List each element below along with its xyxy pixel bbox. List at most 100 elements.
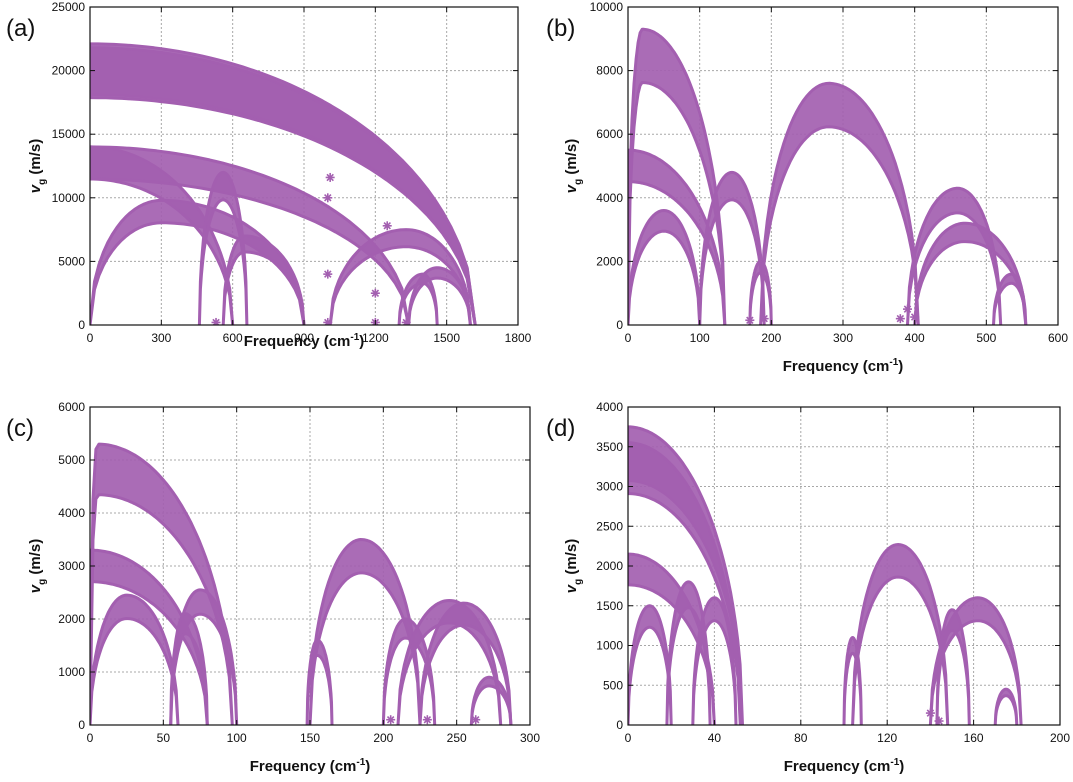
ticks-b: 0 100 200 300 400 500 600020004000600080001000… [590,0,1069,345]
dispersion-band [169,612,209,725]
y-tick-label: 2500 [596,519,623,533]
dispersion-band [396,599,503,725]
dispersion-band [906,186,1003,325]
panel-label-b: (b) [546,15,575,42]
y-tick-label: 3000 [58,559,85,573]
x-tick-label: 200 [1050,731,1070,745]
x-axis-label-a: Frequency (cm-1) [244,332,365,350]
x-tick-label: 150 [300,731,320,745]
y-tick-label: 15000 [52,127,86,141]
panel-label-a: (a) [6,15,35,42]
y-tick-label: 10000 [52,191,86,205]
dispersion-band [698,170,766,325]
x-tick-label: 600 [223,331,243,345]
data-point [323,269,333,279]
dispersion-band [851,543,950,725]
y-tick-label: 4000 [596,400,623,414]
panel-label-d: (d) [546,415,575,442]
dispersion-band [397,272,439,325]
x-tick-label: 300 [151,331,171,345]
data-point [745,315,755,325]
x-tick-label: 250 [447,731,467,745]
markers-d [925,708,944,725]
dispersion-band [992,272,1028,325]
data-point [323,317,333,325]
dispersion-band [691,596,738,725]
dispersion-band [628,209,702,325]
x-tick-label: 400 [905,331,925,345]
dispersion-band [628,441,742,725]
panel-d: 0 40 80 120 160 20005001000150020002500300035… [546,400,1070,775]
markers-b [745,304,920,325]
y-tick-label: 0 [78,318,85,332]
ticks-c: 0 50 100 150 200 250 3000100020003000400050006… [58,400,540,745]
dispersion-band [90,442,234,725]
y-tick-label: 500 [603,678,623,692]
dispersion-band [748,259,773,325]
x-tick-label: 100 [690,331,710,345]
x-tick-label: 100 [227,731,247,745]
bands-b [628,27,1028,325]
x-tick-label: 80 [794,731,808,745]
data-point [422,715,432,725]
data-point [925,708,935,718]
y-tick-label: 0 [78,718,85,732]
y-tick-label: 2000 [596,559,623,573]
y-tick-label: 5000 [58,453,85,467]
y-axis-label-b: vg (m/s) [563,139,584,193]
data-point [386,715,396,725]
y-tick-label: 8000 [596,64,623,78]
ticks-a: 0 300 600 900 1200 1500 1800 0 5000 10000 15000 200… [52,0,532,345]
data-point [370,288,380,298]
data-point [895,314,905,324]
x-tick-label: 500 [976,331,996,345]
y-tick-label: 25000 [52,0,86,14]
dispersion-band [90,593,180,725]
data-point [471,715,481,725]
dispersion-band [469,675,513,725]
dispersion-band [381,617,437,725]
dispersion-band [913,221,1028,325]
dispersion-band [935,608,971,725]
data-point [211,317,221,325]
dispersion-band [308,538,422,725]
bands-c [90,442,513,725]
y-tick-label: 20000 [52,64,86,78]
y-tick-label: 6000 [596,127,623,141]
y-tick-label: 2000 [58,612,85,626]
x-axis-label-c: Frequency (cm-1) [250,757,371,775]
x-tick-label: 1200 [362,331,389,345]
data-point [401,317,411,325]
dispersion-band [665,580,712,725]
panel-a: 0 300 600 900 1200 1500 1800 0 5000 10000 15000 200… [6,0,532,350]
dispersion-band [328,228,472,325]
x-axis-label-b: Frequency (cm-1) [783,357,904,375]
dispersion-band [90,198,306,325]
bands-d [628,425,1023,725]
bands-a [90,42,477,325]
x-tick-label: 0 [625,731,632,745]
x-tick-label: 160 [964,731,984,745]
data-point [323,193,333,203]
markers-a [211,172,411,325]
ticks-d: 0 40 80 120 160 20005001000150020002500300035… [596,400,1070,745]
x-tick-label: 50 [157,731,171,745]
markers-c [386,715,481,725]
dispersion-band [993,687,1019,725]
x-tick-label: 1500 [433,331,460,345]
dispersion-band [90,145,411,325]
y-tick-label: 3500 [596,440,623,454]
grid-b [628,7,1058,325]
y-tick-label: 5000 [58,254,85,268]
x-tick-label: 900 [294,331,314,345]
y-tick-label: 3000 [596,480,623,494]
data-point [325,172,335,182]
x-tick-label: 0 [625,331,632,345]
y-tick-label: 0 [616,318,623,332]
dispersion-band [90,46,477,325]
y-axis-label-c: vg (m/s) [27,539,48,593]
x-tick-label: 600 [1048,331,1068,345]
dispersion-band [197,170,249,325]
y-axis-label-d: vg (m/s) [563,539,584,593]
